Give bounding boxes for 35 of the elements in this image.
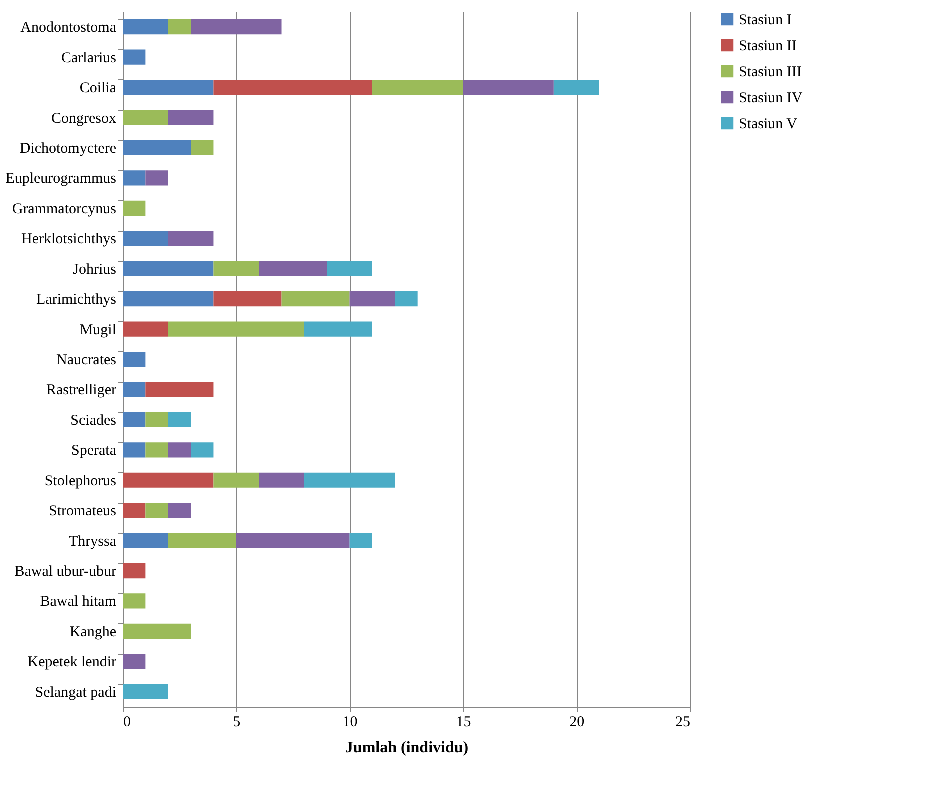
y-tick-label: Kanghe [70, 624, 117, 640]
y-tick-label: Carlarius [62, 50, 117, 66]
y-tick-label: Grammatorcynus [12, 201, 117, 218]
y-tick-label: Dichotomyctere [20, 140, 117, 157]
y-tick-label: Larimichthys [36, 292, 117, 308]
y-tick-label: Rastrelliger [46, 382, 116, 399]
x-tick-label: 20 [570, 714, 585, 730]
y-tick-label: Kepetek lendir [28, 654, 116, 671]
legend-label: Stasiun IV [739, 90, 803, 106]
y-tick-label: Bawal hitam [40, 594, 117, 610]
y-tick-label: Coilia [80, 80, 117, 97]
y-tick-label: Sperata [72, 443, 117, 460]
legend-label: Stasiun I [739, 12, 792, 28]
x-tick-label: 10 [342, 714, 358, 730]
y-tick-label: Selangat padi [35, 684, 116, 701]
x-tick-label: 25 [676, 714, 690, 730]
y-tick-label: Bawal ubur-ubur [14, 564, 116, 580]
y-tick-label: Thryssa [69, 534, 117, 550]
legend-label: Stasiun III [739, 64, 802, 80]
x-tick-label: 15 [456, 714, 472, 730]
legend-label: Stasiun II [739, 38, 797, 54]
y-tick-label: Eupleurogrammus [6, 171, 117, 188]
y-tick-label: Stromateus [49, 504, 117, 520]
y-tick-label: Stolephorus [44, 473, 117, 490]
legend-label: Stasiun V [739, 116, 798, 132]
y-tick-label: Mugil [80, 322, 116, 338]
x-tick-label: 5 [233, 714, 241, 730]
x-axis-title: Jumlah (individu) [345, 740, 469, 756]
y-tick-label: Johrius [73, 262, 117, 278]
y-tick-label: Anodontostoma [20, 20, 117, 36]
y-tick-label: Herklotsichthys [22, 232, 117, 248]
y-tick-label: Sciades [70, 412, 117, 429]
x-tick-label: 0 [124, 714, 131, 730]
y-tick-label: Congresox [52, 110, 117, 127]
y-tick-label: Naucrates [56, 352, 117, 368]
